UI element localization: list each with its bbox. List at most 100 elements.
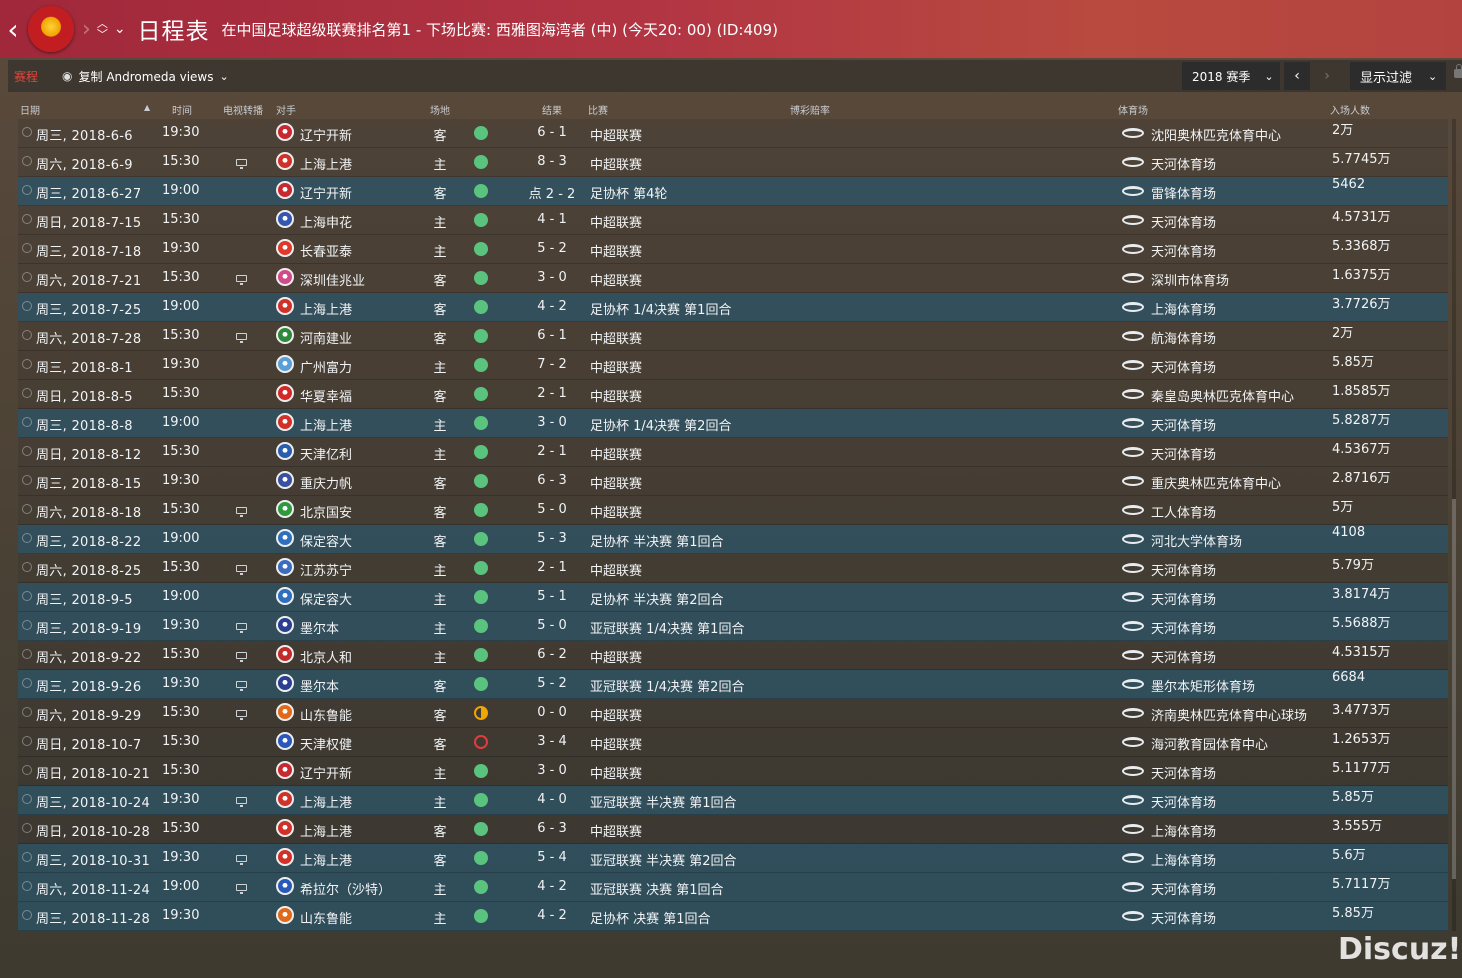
opponent-badge-icon[interactable] [276, 210, 294, 228]
match-result[interactable]: 5 - 0 [537, 618, 567, 633]
stadium-name[interactable]: 天河体育场 [1151, 245, 1217, 260]
opponent-name[interactable]: 希拉尔（沙特） [300, 883, 392, 898]
competition-name[interactable]: 中超联赛 [590, 332, 643, 347]
opponent-badge-icon[interactable] [276, 848, 294, 866]
row-selector-icon[interactable] [22, 185, 32, 195]
opponent-badge-icon[interactable] [276, 152, 294, 170]
row-selector-icon[interactable] [22, 707, 32, 717]
competition-name[interactable]: 中超联赛 [590, 129, 643, 144]
competition-name[interactable]: 中超联赛 [590, 738, 643, 753]
opponent-name[interactable]: 上海上港 [300, 419, 353, 434]
stadium-name[interactable]: 海河教育园体育中心 [1151, 738, 1269, 753]
competition-name[interactable]: 中超联赛 [590, 564, 643, 579]
match-date[interactable]: 周三, 2018-6-27 [36, 187, 142, 202]
table-row[interactable]: 周六, 2018-11-24 19:00 希拉尔（沙特） 主 4 - 2 亚冠联赛 决赛 … [18, 873, 1448, 902]
match-date[interactable]: 周三, 2018-10-31 [36, 854, 151, 869]
match-result[interactable]: 4 - 2 [537, 299, 567, 314]
opponent-badge-icon[interactable] [276, 297, 294, 315]
opponent-name[interactable]: 重庆力帆 [300, 477, 353, 492]
row-selector-icon[interactable] [22, 330, 32, 340]
opponent-name[interactable]: 山东鲁能 [300, 709, 353, 724]
opponent-badge-icon[interactable] [276, 123, 294, 141]
row-selector-icon[interactable] [22, 388, 32, 398]
stadium-name[interactable]: 天河体育场 [1151, 564, 1217, 579]
row-selector-icon[interactable] [22, 736, 32, 746]
stadium-name[interactable]: 雷锋体育场 [1151, 187, 1217, 202]
opponent-name[interactable]: 上海上港 [300, 796, 353, 811]
scrollbar[interactable] [1452, 119, 1456, 931]
match-date[interactable]: 周三, 2018-8-1 [36, 361, 133, 376]
col-stadium[interactable]: 体育场 [1118, 106, 1148, 117]
opponent-name[interactable]: 河南建业 [300, 332, 353, 347]
match-date[interactable]: 周三, 2018-11-28 [36, 912, 151, 927]
match-date[interactable]: 周三, 2018-7-25 [36, 303, 142, 318]
match-date[interactable]: 周六, 2018-9-22 [36, 651, 142, 666]
stadium-name[interactable]: 天河体育场 [1151, 796, 1217, 811]
opponent-name[interactable]: 天津权健 [300, 738, 353, 753]
competition-name[interactable]: 亚冠联赛 1/4决赛 第2回合 [590, 680, 745, 695]
stadium-name[interactable]: 天河体育场 [1151, 883, 1217, 898]
competition-name[interactable]: 中超联赛 [590, 506, 643, 521]
stadium-name[interactable]: 深圳市体育场 [1151, 274, 1230, 289]
row-selector-icon[interactable] [22, 765, 32, 775]
opponent-badge-icon[interactable] [276, 471, 294, 489]
table-row[interactable]: 周六, 2018-9-22 15:30 北京人和 主 6 - 2 中超联赛 天河体育场 4.5… [18, 641, 1448, 670]
competition-name[interactable]: 亚冠联赛 决赛 第1回合 [590, 883, 724, 898]
row-selector-icon[interactable] [22, 562, 32, 572]
row-selector-icon[interactable] [22, 272, 32, 282]
match-date[interactable]: 周三, 2018-9-5 [36, 593, 133, 608]
opponent-badge-icon[interactable] [276, 181, 294, 199]
competition-name[interactable]: 中超联赛 [590, 274, 643, 289]
match-date[interactable]: 周三, 2018-8-8 [36, 419, 133, 434]
opponent-badge-icon[interactable] [276, 239, 294, 257]
stadium-name[interactable]: 天河体育场 [1151, 158, 1217, 173]
opponent-name[interactable]: 保定容大 [300, 535, 353, 550]
opponent-name[interactable]: 上海上港 [300, 158, 353, 173]
opponent-badge-icon[interactable] [276, 645, 294, 663]
chevron-down-icon[interactable]: ⌄ [113, 21, 126, 37]
opponent-name[interactable]: 华夏幸福 [300, 390, 353, 405]
stadium-name[interactable]: 重庆奥林匹克体育中心 [1151, 477, 1282, 492]
match-result[interactable]: 5 - 2 [537, 676, 567, 691]
row-selector-icon[interactable] [22, 127, 32, 137]
match-date[interactable]: 周六, 2018-11-24 [36, 883, 151, 898]
stadium-name[interactable]: 河北大学体育场 [1151, 535, 1243, 550]
table-row[interactable]: 周六, 2018-7-28 15:30 河南建业 客 6 - 1 中超联赛 航海体育场 2万 [18, 322, 1448, 351]
stadium-name[interactable]: 墨尔本矩形体育场 [1151, 680, 1256, 695]
opponent-name[interactable]: 辽宁开新 [300, 187, 353, 202]
match-date[interactable]: 周日, 2018-10-21 [36, 767, 151, 782]
table-row[interactable]: 周三, 2018-10-31 19:30 上海上港 客 5 - 4 亚冠联赛 半决赛 第2… [18, 844, 1448, 873]
opponent-name[interactable]: 山东鲁能 [300, 912, 353, 927]
match-result[interactable]: 4 - 2 [537, 908, 567, 923]
opponent-name[interactable]: 上海上港 [300, 825, 353, 840]
back-arrow-icon[interactable]: ‹ [7, 12, 19, 46]
match-date[interactable]: 周三, 2018-9-26 [36, 680, 142, 695]
opponent-badge-icon[interactable] [276, 703, 294, 721]
match-result[interactable]: 3 - 0 [537, 763, 567, 778]
match-result[interactable]: 6 - 1 [537, 328, 567, 343]
chevron-down-icon[interactable]: ⌄ [219, 69, 229, 83]
match-date[interactable]: 周三, 2018-8-15 [36, 477, 142, 492]
table-row[interactable]: 周六, 2018-7-21 15:30 深圳佳兆业 客 3 - 0 中超联赛 深圳市体育场 1… [18, 264, 1448, 293]
stadium-name[interactable]: 上海体育场 [1151, 303, 1217, 318]
table-row[interactable]: 周六, 2018-8-18 15:30 北京国安 客 5 - 0 中超联赛 工人体育场 5万 [18, 496, 1448, 525]
row-selector-icon[interactable] [22, 678, 32, 688]
table-row[interactable]: 周日, 2018-10-7 15:30 天津权健 客 3 - 4 中超联赛 海河教育园体育中… [18, 728, 1448, 757]
row-selector-icon[interactable] [22, 620, 32, 630]
match-result[interactable]: 2 - 1 [537, 386, 567, 401]
competition-name[interactable]: 足协杯 半决赛 第1回合 [590, 535, 724, 550]
table-row[interactable]: 周六, 2018-6-9 15:30 上海上港 主 8 - 3 中超联赛 天河体育场 5.77… [18, 148, 1448, 177]
match-result[interactable]: 2 - 1 [537, 444, 567, 459]
match-date[interactable]: 周三, 2018-10-24 [36, 796, 151, 811]
competition-name[interactable]: 中超联赛 [590, 216, 643, 231]
opponent-name[interactable]: 上海上港 [300, 854, 353, 869]
table-row[interactable]: 周三, 2018-7-18 19:30 长春亚泰 主 5 - 2 中超联赛 天河体育场 5.3… [18, 235, 1448, 264]
opponent-name[interactable]: 北京国安 [300, 506, 353, 521]
competition-name[interactable]: 中超联赛 [590, 245, 643, 260]
row-selector-icon[interactable] [22, 881, 32, 891]
row-selector-icon[interactable] [22, 156, 32, 166]
views-selector[interactable]: 复制 Andromeda views [78, 69, 214, 84]
col-competition[interactable]: 比赛 [588, 106, 608, 117]
opponent-badge-icon[interactable] [276, 268, 294, 286]
stadium-name[interactable]: 天河体育场 [1151, 216, 1217, 231]
